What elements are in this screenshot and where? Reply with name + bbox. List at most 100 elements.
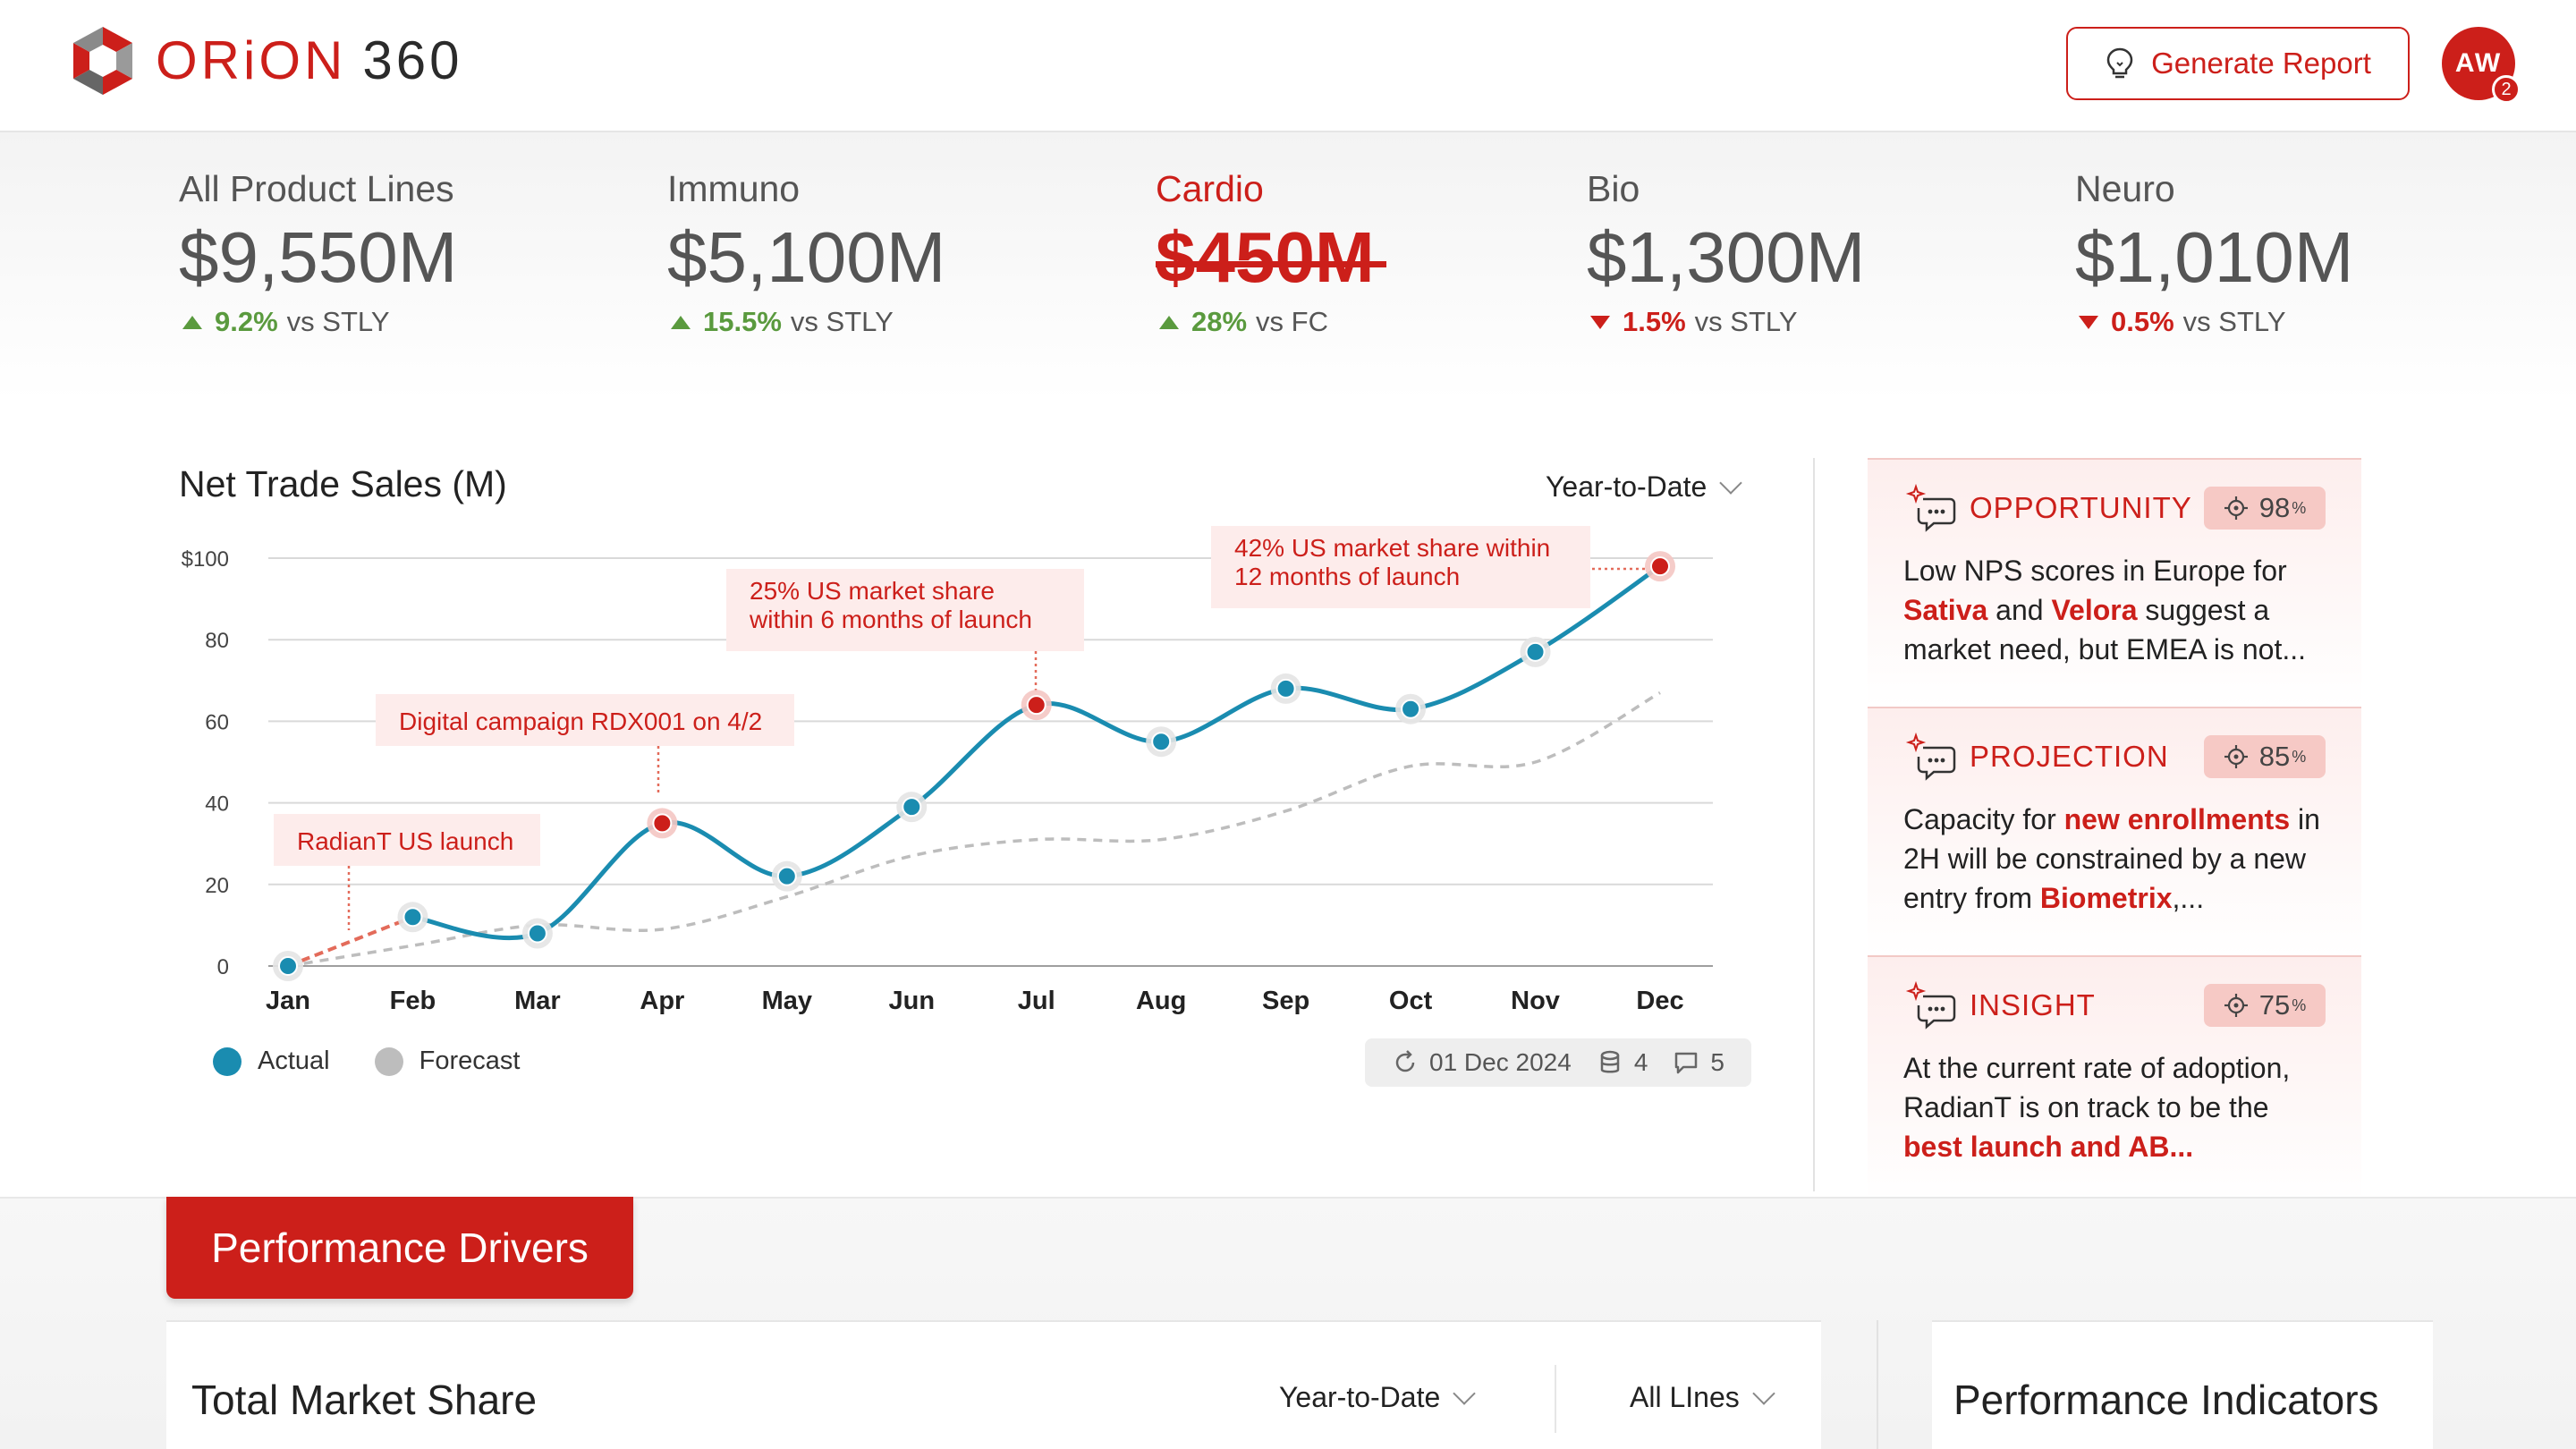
bottom-divider xyxy=(1877,1320,1878,1449)
kpi-label: Bio xyxy=(1587,168,1640,209)
ai-chat-icon xyxy=(1905,980,1956,1030)
confidence-value: 98 xyxy=(2258,492,2291,523)
market-share-range-label: Year-to-Date xyxy=(1279,1381,1441,1413)
y-tick-label: $100 xyxy=(182,547,229,572)
data-point[interactable] xyxy=(776,866,797,886)
arrow-up-icon xyxy=(671,315,691,329)
kpi-immuno[interactable]: Immuno $5,100M 15.5% vs STLY xyxy=(667,168,945,338)
x-tick-label: Sep xyxy=(1262,987,1309,1015)
refresh-date[interactable]: 01 Dec 2024 xyxy=(1392,1048,1572,1077)
highlighted-term: Sativa xyxy=(1903,594,1988,626)
highlighted-term: best launch and AB... xyxy=(1903,1131,2194,1163)
x-tick-label: Jul xyxy=(1018,987,1055,1015)
confidence-value: 75 xyxy=(2258,989,2291,1021)
data-sources[interactable]: 4 xyxy=(1597,1048,1648,1077)
kpi-delta-percent: 9.2% xyxy=(215,306,278,337)
chevron-down-icon xyxy=(1719,470,1742,495)
kpi-value: $1,300M xyxy=(1587,217,1866,297)
kpi-comparison: vs STLY xyxy=(286,306,390,337)
chart-legend: Actual Forecast xyxy=(213,1046,564,1076)
brand-title: ORiON xyxy=(156,30,347,90)
kpi-comparison: vs FC xyxy=(1256,306,1328,337)
annotation-box xyxy=(1211,526,1590,608)
data-point[interactable] xyxy=(652,813,673,834)
market-share-range-dropdown[interactable]: Year-to-Date xyxy=(1279,1381,1476,1414)
confidence-value: 85 xyxy=(2258,741,2291,772)
generate-report-button[interactable]: Generate Report xyxy=(2066,27,2410,100)
arrow-down-icon xyxy=(2079,315,2098,329)
card-header: OPPORTUNITY 98% xyxy=(1903,483,2326,533)
data-point[interactable] xyxy=(902,797,922,818)
comments-count: 5 xyxy=(1710,1048,1724,1076)
data-point[interactable] xyxy=(1650,556,1670,577)
data-point[interactable] xyxy=(1525,641,1546,662)
x-tick-label: Jan xyxy=(266,987,310,1015)
body-text: Low NPS scores in Europe for xyxy=(1903,555,2287,587)
data-point[interactable] xyxy=(1151,732,1172,752)
orion-logo-icon xyxy=(73,27,132,95)
comment-icon xyxy=(1675,1052,1698,1074)
dropdown-divider xyxy=(1555,1365,1556,1433)
insight-type: OPPORTUNITY xyxy=(1970,491,2192,524)
annotation-label: 12 months of launch xyxy=(1234,563,1460,590)
kpi-value: $450M xyxy=(1156,217,1375,297)
y-tick-label: 60 xyxy=(205,710,229,734)
avatar-initials: AW xyxy=(2454,48,2503,78)
app-logo[interactable]: ORiON 360 xyxy=(70,25,462,97)
kpi-value: $5,100M xyxy=(667,217,946,297)
x-tick-label: Jun xyxy=(888,987,935,1015)
legend-forecast[interactable]: Forecast xyxy=(374,1046,520,1076)
kpi-strip: All Product Lines $9,550M 9.2% vs STLY I… xyxy=(0,132,2576,401)
app-header: ORiON 360 Generate Report AW 2 xyxy=(0,0,2576,132)
kpi-neuro[interactable]: Neuro $1,010M 0.5% vs STLY xyxy=(2075,168,2353,338)
y-tick-label: 40 xyxy=(205,792,229,817)
chart-meta-bar: 01 Dec 2024 4 5 xyxy=(1365,1038,1751,1087)
legend-actual[interactable]: Actual xyxy=(213,1046,330,1076)
kpi-label: Neuro xyxy=(2075,168,2175,209)
annotation-box xyxy=(274,814,540,866)
confidence-badge: 85% xyxy=(2204,735,2326,778)
body-text: suggest a market need, but EMEA is not..… xyxy=(1903,594,2306,665)
refresh-icon xyxy=(1395,1050,1415,1072)
comments[interactable]: 5 xyxy=(1673,1048,1724,1077)
kpi-delta-percent: 28% xyxy=(1191,306,1248,337)
market-share-lines-dropdown[interactable]: All LInes xyxy=(1630,1381,1775,1414)
card-header: PROJECTION 85% xyxy=(1903,732,2326,782)
data-point[interactable] xyxy=(527,923,547,944)
data-point[interactable] xyxy=(1401,699,1421,719)
kpi-delta: 1.5% vs STLY xyxy=(1587,306,1865,338)
active-kpi-indicator xyxy=(1156,261,1386,267)
chart-range-dropdown[interactable]: Year-to-Date xyxy=(1546,470,1742,504)
x-tick-label: Feb xyxy=(390,987,436,1015)
insight-type: PROJECTION xyxy=(1970,740,2169,773)
data-point[interactable] xyxy=(278,956,298,976)
kpi-comparison: vs STLY xyxy=(1694,306,1798,337)
insight-card-insight[interactable]: INSIGHT 75% At the current rate of adopt… xyxy=(1868,955,2361,1204)
user-avatar[interactable]: AW 2 xyxy=(2442,27,2521,104)
kpi-label: Immuno xyxy=(667,168,801,209)
kpi-label: All Product Lines xyxy=(179,168,454,209)
data-point[interactable] xyxy=(1026,695,1046,716)
x-tick-label: May xyxy=(762,987,812,1015)
database-icon xyxy=(1600,1050,1620,1073)
kpi-all-product-lines[interactable]: All Product Lines $9,550M 9.2% vs STLY xyxy=(179,168,457,338)
x-tick-label: Aug xyxy=(1136,987,1186,1015)
confidence-badge: 98% xyxy=(2204,487,2326,530)
chart-range-label: Year-to-Date xyxy=(1546,470,1707,503)
market-share-lines-label: All LInes xyxy=(1630,1381,1740,1413)
kpi-bio[interactable]: Bio $1,300M 1.5% vs STLY xyxy=(1587,168,1865,338)
insight-card-opportunity[interactable]: OPPORTUNITY 98% Low NPS scores in Europe… xyxy=(1868,458,2361,707)
data-point[interactable] xyxy=(402,907,423,928)
tab-performance-drivers[interactable]: Performance Drivers xyxy=(166,1197,633,1299)
highlighted-term: Velora xyxy=(2051,594,2138,626)
target-icon xyxy=(2224,496,2248,520)
kpi-value: $9,550M xyxy=(179,217,458,297)
insight-card-projection[interactable]: PROJECTION 85% Capacity for new enrollme… xyxy=(1868,707,2361,955)
annotation-label: within 6 months of launch xyxy=(749,606,1032,633)
kpi-label: Cardio xyxy=(1156,168,1264,209)
data-point[interactable] xyxy=(1275,678,1296,699)
section-divider xyxy=(1813,458,1815,1191)
kpi-value: $1,010M xyxy=(2075,217,2354,297)
confidence-badge: 75% xyxy=(2204,984,2326,1027)
kpi-cardio[interactable]: Cardio $450M 28% vs FC xyxy=(1156,168,1375,338)
